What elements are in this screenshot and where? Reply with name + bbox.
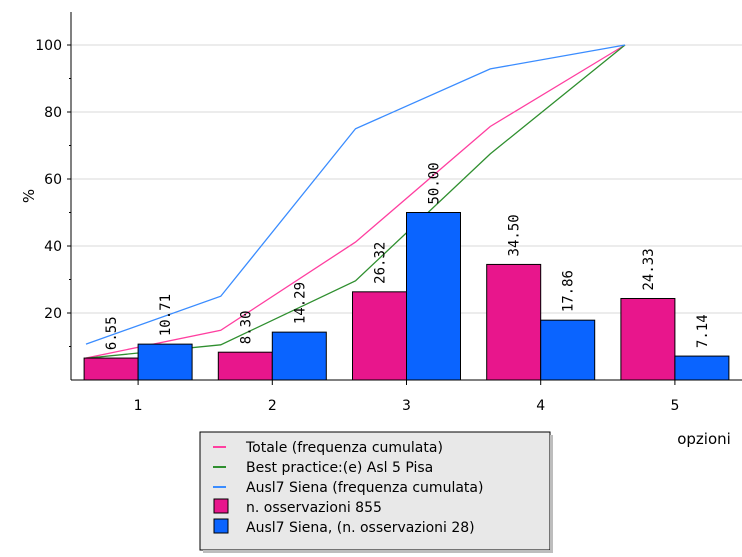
bar-data-label: 17.86 — [561, 270, 577, 312]
legend: Totale (frequenza cumulata) Best practice… — [199, 431, 553, 553]
bar-series2-2 — [271, 331, 327, 381]
x-tick-label: 5 — [670, 398, 679, 414]
bar-data-label: 34.50 — [507, 214, 523, 256]
bar-series2-4 — [540, 319, 596, 381]
x-tick-label: 1 — [134, 398, 143, 414]
x-tick-label: 2 — [268, 398, 277, 414]
legend-entry: Ausl7 Siena (frequenza cumulata) — [246, 480, 483, 496]
bar-data-label: 6.55 — [104, 316, 120, 350]
y-tick-label: 40 — [44, 239, 62, 255]
axes: 20 40 60 80 100 1 2 3 4 5 — [35, 12, 742, 414]
bar-series1-5 — [620, 297, 676, 381]
legend-bar-swatch — [213, 498, 229, 514]
bar-data-label: 14.29 — [292, 282, 308, 324]
line-series-1 — [85, 44, 626, 359]
bar-series1-2 — [217, 351, 273, 381]
legend-entry: n. osservazioni 855 — [246, 500, 382, 516]
legend-bar-swatch — [213, 518, 229, 534]
bar-series2-1 — [137, 343, 193, 381]
legend-entry: Best practice:(e) Asl 5 Pisa — [246, 460, 433, 476]
bar-data-label: 10.71 — [158, 294, 174, 336]
y-axis-title: % — [20, 189, 38, 203]
line-series-3 — [85, 44, 626, 345]
legend-frame — [199, 431, 551, 551]
y-tick-label: 100 — [35, 38, 62, 54]
legend-shadow-bottom — [203, 550, 553, 553]
bars — [83, 212, 730, 381]
x-tick-label: 3 — [402, 398, 411, 414]
bar-data-label: 24.33 — [641, 248, 657, 290]
bar-series2-5 — [674, 355, 730, 381]
y-tick-label: 80 — [44, 105, 62, 121]
bar-data-label: 50.00 — [427, 162, 443, 204]
legend-shadow — [550, 435, 553, 553]
bar-series1-1 — [83, 357, 139, 381]
data-labels: 6.55 8.30 26.32 34.50 24.33 10.71 14.29 50.00 17… — [104, 162, 711, 350]
x-axis-title: opzioni — [677, 430, 731, 448]
bar-series1-4 — [486, 263, 542, 381]
bar-data-label: 7.14 — [695, 314, 711, 348]
x-tick-label: 4 — [536, 398, 545, 414]
bar-data-label: 26.32 — [373, 242, 389, 284]
y-tick-label: 20 — [44, 306, 62, 322]
bar-series1-3 — [352, 291, 407, 381]
y-tick-label: 60 — [44, 172, 62, 188]
legend-entry: Ausl7 Siena, (n. osservazioni 28) — [246, 520, 475, 536]
bar-data-label: 8.30 — [238, 310, 254, 344]
bar-series2-3 — [406, 212, 461, 381]
legend-entry: Totale (frequenza cumulata) — [245, 440, 443, 456]
